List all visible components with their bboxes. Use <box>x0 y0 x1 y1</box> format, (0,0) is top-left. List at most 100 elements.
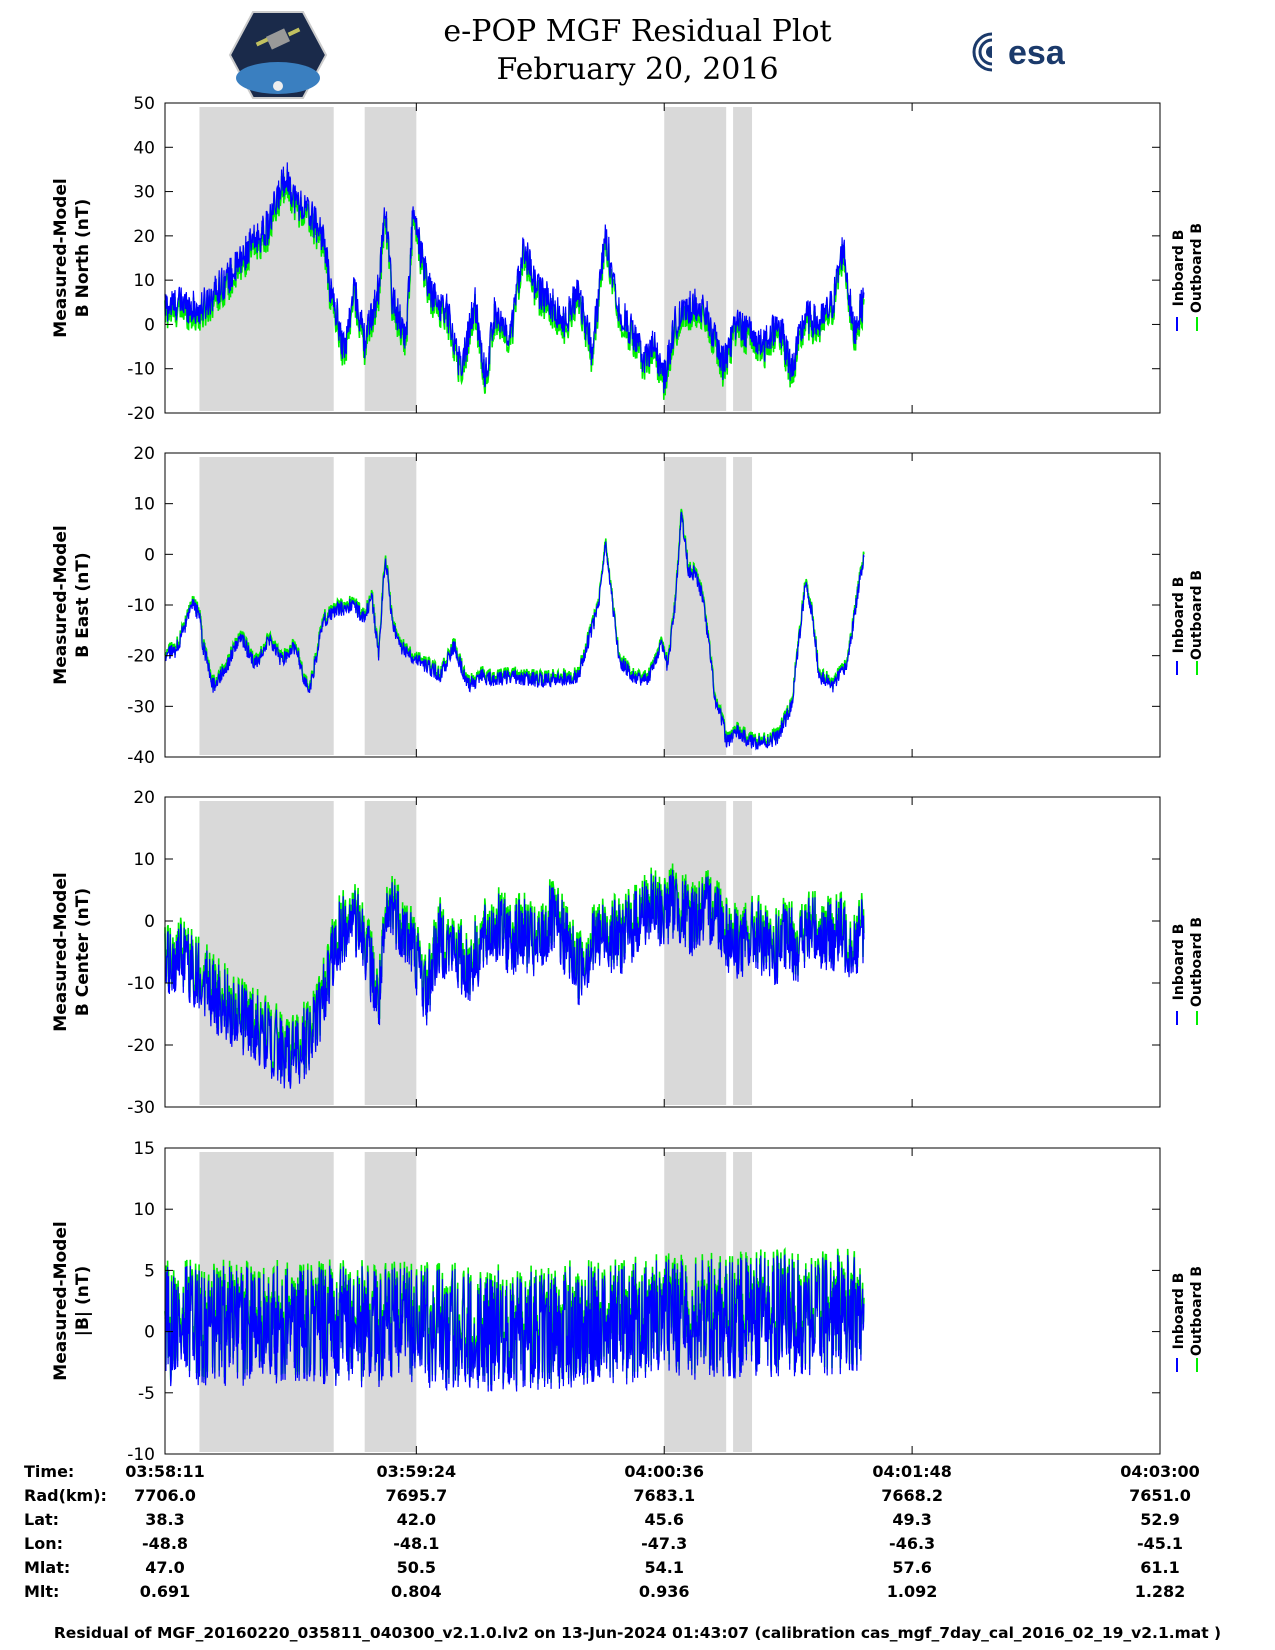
esa-logo: esa <box>972 30 1066 74</box>
legend: Inboard B Outboard B <box>1171 570 1205 675</box>
plot-frame <box>164 1147 1161 1455</box>
cell-rad: 7668.2 <box>881 1486 943 1505</box>
y-tick-label: -30 <box>127 697 155 717</box>
cell-mlt: 0.691 <box>139 1582 191 1601</box>
legend-label-inboard: Inboard B <box>1171 577 1187 654</box>
cell-mlt: 1.282 <box>1134 1582 1186 1601</box>
cell-mlat: 50.5 <box>396 1558 437 1577</box>
y-tick-label: -10 <box>127 974 155 994</box>
legend-label-inboard: Inboard B <box>1171 230 1187 307</box>
shaded-interval <box>733 457 753 755</box>
page-subtitle-date: February 20, 2016 <box>496 52 779 87</box>
y-tick-label: 10 <box>133 850 155 870</box>
cell-lon: -48.8 <box>141 1534 189 1553</box>
cell-mlt: 0.804 <box>391 1582 442 1601</box>
plot-frame <box>164 796 1161 1108</box>
y-tick-label: -10 <box>127 360 155 380</box>
y-tick-label: -20 <box>127 647 155 667</box>
cell-time: 03:59:24 <box>376 1462 457 1481</box>
cell-mlt: 1.092 <box>886 1582 938 1601</box>
series-inboard-line <box>164 869 865 1089</box>
y-axis-label: Measured-Model B Center (nT) <box>51 872 93 1031</box>
row-label-lat: Lat: <box>24 1510 60 1529</box>
y-tick-label: 50 <box>133 94 155 114</box>
footer-caption: Residual of MGF_20160220_035811_040300_v… <box>53 1624 1222 1642</box>
row-label-lon: Lon: <box>24 1534 63 1553</box>
cell-lat: 52.9 <box>1140 1510 1180 1529</box>
y-tick-label: 5 <box>144 1261 155 1281</box>
legend: Inboard B Outboard B <box>1171 223 1205 331</box>
cell-lat: 49.3 <box>892 1510 932 1529</box>
shaded-interval <box>664 107 727 411</box>
shaded-interval <box>199 457 334 755</box>
shaded-interval <box>733 107 753 411</box>
cell-lon: -45.1 <box>1136 1534 1184 1553</box>
row-label-time: Time: <box>24 1462 75 1481</box>
plot-panel-3: -30 -20 -10 0 10 20 Measured-Model B Center (nT… <box>51 788 1205 1118</box>
y-tick-label: -5 <box>138 1384 155 1404</box>
y-tick-label: 0 <box>144 912 155 932</box>
y-tick-label: 40 <box>133 138 155 158</box>
row-label-mlt: Mlt: <box>24 1582 60 1601</box>
cell-rad: 7695.7 <box>385 1486 448 1505</box>
row-label-rad: Rad(km): <box>24 1486 107 1505</box>
y-axis-label: Measured-Model |B| (nT) <box>51 1221 93 1380</box>
cell-lat: 45.6 <box>644 1510 684 1529</box>
y-tick-label: -40 <box>127 748 155 768</box>
page-title: e-POP MGF Residual Plot <box>443 14 832 49</box>
y-tick-label: 0 <box>144 545 155 565</box>
y-tick-label: -10 <box>127 596 155 616</box>
cell-mlat: 47.0 <box>145 1558 185 1577</box>
legend-label-outboard: Outboard B <box>1189 1266 1205 1356</box>
cell-lon: -46.3 <box>889 1534 936 1553</box>
cell-lat: 38.3 <box>145 1510 185 1529</box>
y-tick-label: 0 <box>144 1323 155 1343</box>
series-inboard-line <box>164 162 865 394</box>
cell-rad: 7683.1 <box>633 1486 696 1505</box>
plot-panel-4: -10 -5 0 5 10 15 Measured-Model |B| (nT) Inboard… <box>51 1139 1205 1460</box>
y-tick-label: 20 <box>133 444 155 464</box>
orbit-info-table: Time: Rad(km): Lat: Lon: Mlat: Mlt: 03:58:11 77… <box>0 1460 1275 1630</box>
cell-rad: 7706.0 <box>134 1486 196 1505</box>
cell-rad: 7651.0 <box>1129 1486 1191 1505</box>
cell-mlat: 54.1 <box>644 1558 684 1577</box>
y-tick-label: -20 <box>127 1036 155 1056</box>
y-tick-label: -10 <box>127 1445 155 1460</box>
shaded-interval <box>199 107 334 411</box>
cell-lon: -47.3 <box>641 1534 688 1553</box>
y-tick-label: 15 <box>133 1139 155 1159</box>
legend-label-outboard: Outboard B <box>1189 223 1205 313</box>
legend-label-inboard: Inboard B <box>1171 1273 1187 1350</box>
legend-label-inboard: Inboard B <box>1171 924 1187 1001</box>
svg-text:esa: esa <box>1008 34 1066 72</box>
y-tick-label: -30 <box>127 1098 155 1118</box>
series-inboard-line <box>164 511 865 751</box>
cell-lat: 42.0 <box>396 1510 437 1529</box>
plot-panel-2: -40 -30 -20 -10 0 10 20 Measured-Model B East (n… <box>51 444 1205 768</box>
cell-lon: -48.1 <box>393 1534 440 1553</box>
cell-time: 04:00:36 <box>624 1462 705 1481</box>
y-tick-label: 20 <box>133 227 155 247</box>
legend: Inboard B Outboard B <box>1171 917 1205 1025</box>
legend: Inboard B Outboard B <box>1171 1266 1205 1372</box>
plot-panel-1: -20 -10 0 10 20 30 40 50 Measured-Model B North (… <box>51 94 1205 424</box>
y-tick-label: 30 <box>133 183 155 203</box>
cell-mlt: 0.936 <box>638 1582 690 1601</box>
y-tick-label: -20 <box>127 404 155 424</box>
shaded-interval <box>664 801 727 1105</box>
cell-mlat: 57.6 <box>892 1558 932 1577</box>
cell-time: 04:01:48 <box>872 1462 952 1481</box>
y-tick-label: 10 <box>133 271 155 291</box>
cassiope-mission-logo <box>228 11 328 99</box>
y-tick-label: 0 <box>144 315 155 335</box>
y-axis-label: Measured-Model B North (nT) <box>51 178 93 337</box>
legend-label-outboard: Outboard B <box>1189 570 1205 660</box>
cell-time: 03:58:11 <box>125 1462 205 1481</box>
y-axis-label: Measured-Model B East (nT) <box>51 525 93 684</box>
plot-frame <box>164 102 1161 414</box>
y-tick-label: 20 <box>133 788 155 808</box>
y-tick-label: 10 <box>133 1200 155 1220</box>
row-label-mlat: Mlat: <box>24 1558 71 1577</box>
y-tick-label: 10 <box>133 495 155 515</box>
